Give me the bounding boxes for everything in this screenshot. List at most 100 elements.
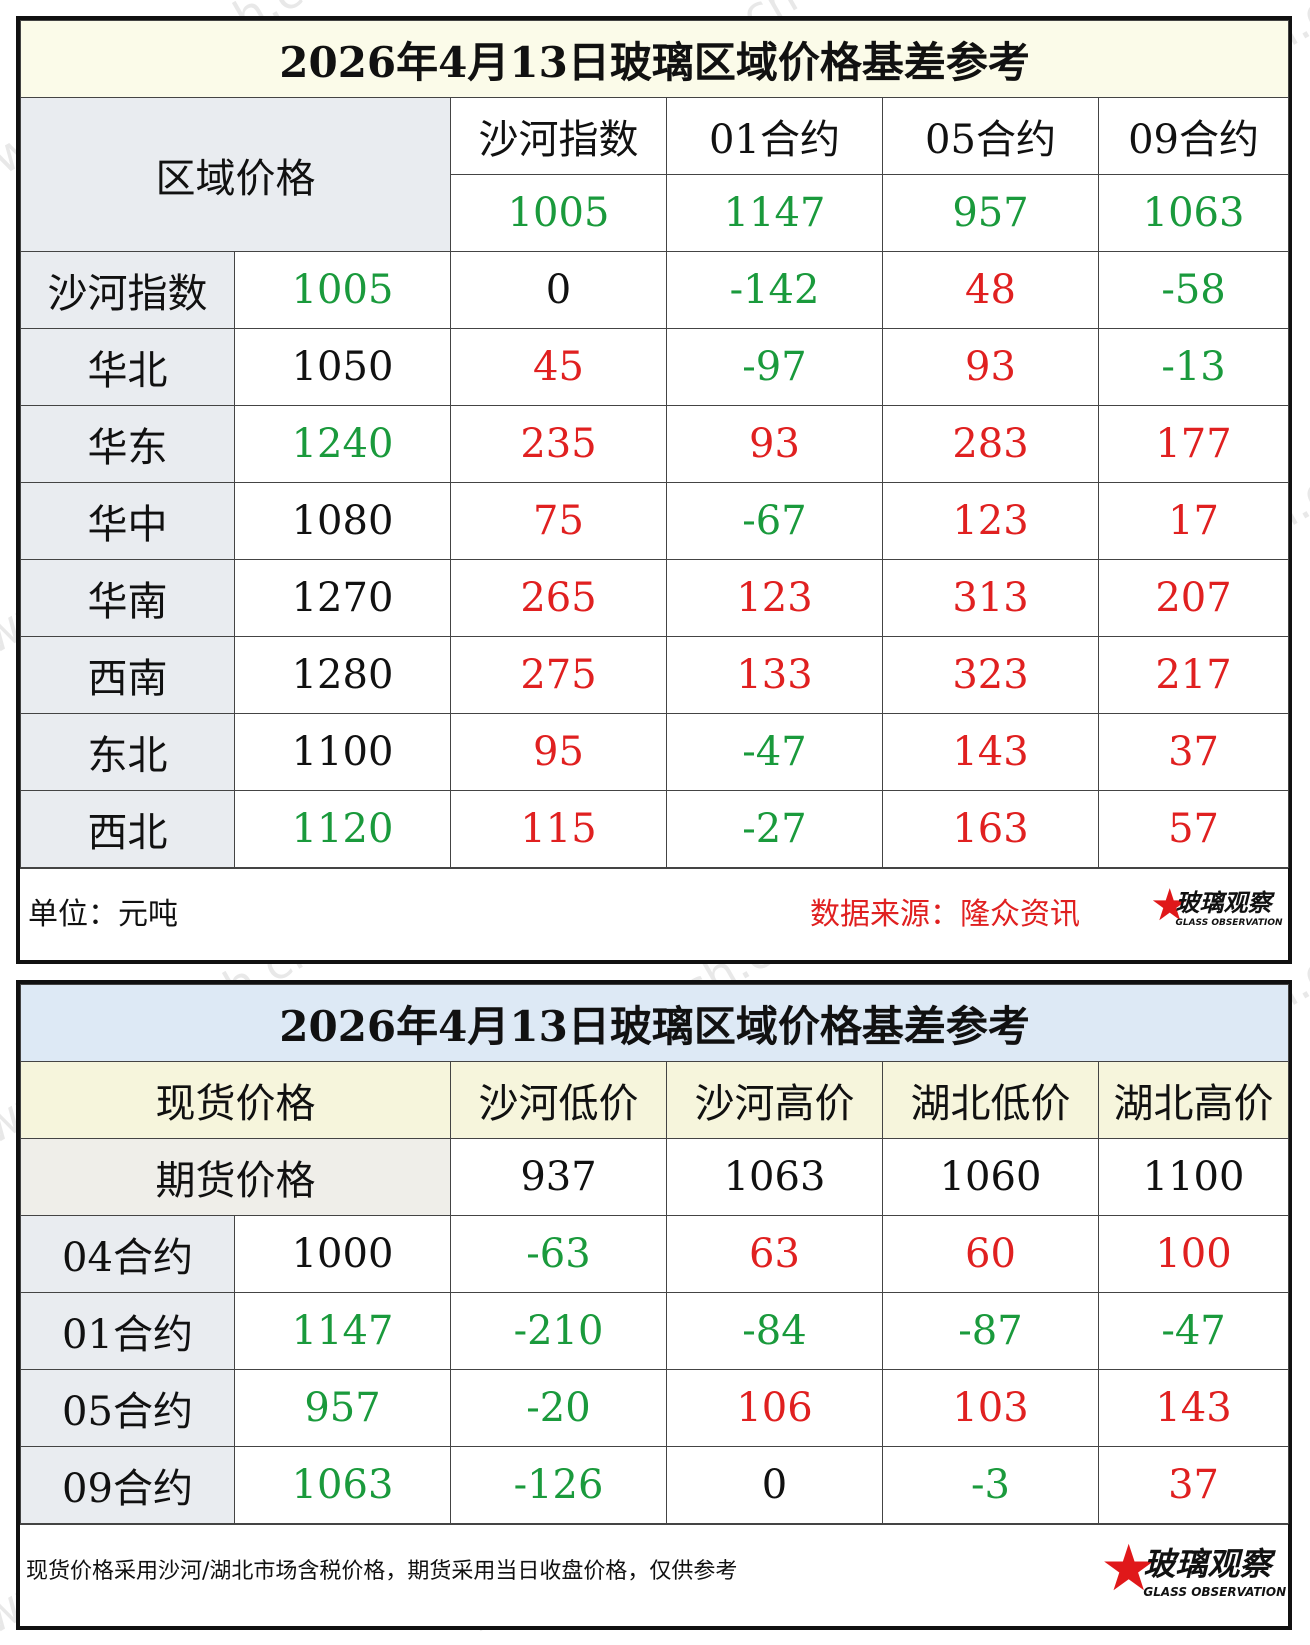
basis-cell: 163 bbox=[882, 790, 1099, 868]
basis-cell: -142 bbox=[666, 251, 883, 329]
basis-cell: 177 bbox=[1097, 405, 1290, 483]
table-row: 09合约 1063 -126 0 -3 37 bbox=[20, 1446, 1290, 1524]
table-row: 华东 1240 235 93 283 177 bbox=[20, 405, 1290, 483]
basis-cell: -13 bbox=[1097, 328, 1290, 406]
table-row: 沙河指数 1005 0 -142 48 -58 bbox=[20, 251, 1290, 329]
basis-cell: 143 bbox=[1097, 1369, 1290, 1447]
corner-header: 区域价格 bbox=[20, 97, 451, 252]
table-row: 西北 1120 115 -27 163 57 bbox=[20, 790, 1290, 868]
header-value: 1063 bbox=[1097, 174, 1290, 252]
glass-observation-logo: ★ 玻璃观察 GLASS OBSERVATION bbox=[1100, 1537, 1286, 1601]
header-value: 1063 bbox=[666, 1138, 883, 1216]
basis-cell: 48 bbox=[882, 251, 1099, 329]
unit-label: 单位：元吨 bbox=[28, 897, 178, 932]
table-row: 东北 1100 95 -47 143 37 bbox=[20, 713, 1290, 791]
basis-cell: 313 bbox=[882, 559, 1099, 637]
header-value: 1100 bbox=[1097, 1138, 1290, 1216]
basis-cell: 75 bbox=[450, 482, 667, 560]
basis-cell: 93 bbox=[882, 328, 1099, 406]
region-price: 1270 bbox=[234, 559, 451, 637]
header-value: 937 bbox=[450, 1138, 667, 1216]
table2-title: 2026年4月13日玻璃区域价格基差参考 bbox=[19, 984, 1290, 1062]
basis-cell: 57 bbox=[1097, 790, 1290, 868]
basis-cell: -27 bbox=[666, 790, 883, 868]
header-value: 1147 bbox=[666, 174, 883, 252]
source-label: 数据来源：隆众资讯 bbox=[810, 897, 1080, 932]
region-label: 东北 bbox=[20, 713, 235, 791]
table-row: 华中 1080 75 -67 123 17 bbox=[20, 482, 1290, 560]
col-header: 沙河指数 bbox=[450, 97, 667, 175]
table1-title: 2026年4月13日玻璃区域价格基差参考 bbox=[19, 20, 1290, 98]
basis-cell: -47 bbox=[1097, 1292, 1290, 1370]
header-value: 1060 bbox=[882, 1138, 1099, 1216]
region-price: 1100 bbox=[234, 713, 451, 791]
region-label: 华北 bbox=[20, 328, 235, 406]
futures-price-header: 期货价格 bbox=[20, 1138, 451, 1216]
table2-footer: 现货价格采用沙河/湖北市场含税价格，期货采用当日收盘价格，仅供参考 ★ 玻璃观察… bbox=[20, 1524, 1288, 1613]
region-label: 华中 bbox=[20, 482, 235, 560]
region-price: 1080 bbox=[234, 482, 451, 560]
col-header: 沙河低价 bbox=[450, 1061, 667, 1139]
region-label: 华南 bbox=[20, 559, 235, 637]
basis-cell: 115 bbox=[450, 790, 667, 868]
contract-label: 04合约 bbox=[20, 1215, 235, 1293]
region-label: 西南 bbox=[20, 636, 235, 714]
star-icon: ★ bbox=[1100, 1532, 1158, 1606]
note-text: 现货价格采用沙河/湖北市场含税价格，期货采用当日收盘价格，仅供参考 bbox=[26, 1559, 738, 1584]
region-price: 1240 bbox=[234, 405, 451, 483]
basis-cell: -20 bbox=[450, 1369, 667, 1447]
contract-label: 09合约 bbox=[20, 1446, 235, 1524]
regional-price-panel: 2026年4月13日玻璃区域价格基差参考 区域价格 沙河指数 01合约 05合约… bbox=[16, 16, 1292, 964]
region-price: 1280 bbox=[234, 636, 451, 714]
basis-cell: 37 bbox=[1097, 713, 1290, 791]
contract-price: 957 bbox=[234, 1369, 451, 1447]
header-value: 957 bbox=[882, 174, 1099, 252]
contract-label: 05合约 bbox=[20, 1369, 235, 1447]
basis-cell: 60 bbox=[882, 1215, 1099, 1293]
table-row: 04合约 1000 -63 63 60 100 bbox=[20, 1215, 1290, 1293]
basis-cell: 103 bbox=[882, 1369, 1099, 1447]
table1-footer: 单位：元吨 数据来源：隆众资讯 ★ 玻璃观察 GLASS OBSERVATION bbox=[20, 868, 1288, 945]
basis-cell: 0 bbox=[450, 251, 667, 329]
basis-cell: 63 bbox=[666, 1215, 883, 1293]
basis-cell: -210 bbox=[450, 1292, 667, 1370]
logo-text-en: GLASS OBSERVATION bbox=[1175, 918, 1283, 928]
basis-cell: -63 bbox=[450, 1215, 667, 1293]
basis-cell: 123 bbox=[666, 559, 883, 637]
logo-text-cn: 玻璃观察 bbox=[1175, 889, 1272, 917]
contract-label: 01合约 bbox=[20, 1292, 235, 1370]
region-price: 1120 bbox=[234, 790, 451, 868]
region-label: 沙河指数 bbox=[20, 251, 235, 329]
col-header: 沙河高价 bbox=[666, 1061, 883, 1139]
col-header: 湖北高价 bbox=[1097, 1061, 1290, 1139]
table-row: 01合约 1147 -210 -84 -87 -47 bbox=[20, 1292, 1290, 1370]
futures-basis-table: 2026年4月13日玻璃区域价格基差参考 现货价格 沙河低价 沙河高价 湖北低价… bbox=[19, 984, 1290, 1524]
basis-cell: 17 bbox=[1097, 482, 1290, 560]
basis-cell: -87 bbox=[882, 1292, 1099, 1370]
basis-cell: -47 bbox=[666, 713, 883, 791]
basis-cell: 207 bbox=[1097, 559, 1290, 637]
spot-price-header: 现货价格 bbox=[20, 1061, 451, 1139]
regional-basis-table: 2026年4月13日玻璃区域价格基差参考 区域价格 沙河指数 01合约 05合约… bbox=[19, 20, 1290, 868]
col-header: 湖北低价 bbox=[882, 1061, 1099, 1139]
basis-cell: 133 bbox=[666, 636, 883, 714]
region-price: 1050 bbox=[234, 328, 451, 406]
col-header: 01合约 bbox=[666, 97, 883, 175]
futures-basis-panel: 2026年4月13日玻璃区域价格基差参考 现货价格 沙河低价 沙河高价 湖北低价… bbox=[16, 980, 1292, 1630]
basis-cell: -97 bbox=[666, 328, 883, 406]
basis-cell: -58 bbox=[1097, 251, 1290, 329]
basis-cell: 143 bbox=[882, 713, 1099, 791]
logo-text-cn: 玻璃观察 bbox=[1143, 1545, 1272, 1583]
table-row: 西南 1280 275 133 323 217 bbox=[20, 636, 1290, 714]
glass-observation-logo: ★ 玻璃观察 GLASS OBSERVATION bbox=[1150, 883, 1283, 928]
table-row: 华北 1050 45 -97 93 -13 bbox=[20, 328, 1290, 406]
basis-cell: 45 bbox=[450, 328, 667, 406]
basis-cell: 0 bbox=[666, 1446, 883, 1524]
basis-cell: 323 bbox=[882, 636, 1099, 714]
header-value: 1005 bbox=[450, 174, 667, 252]
basis-cell: 37 bbox=[1097, 1446, 1290, 1524]
contract-price: 1000 bbox=[234, 1215, 451, 1293]
region-label: 华东 bbox=[20, 405, 235, 483]
table-row: 华南 1270 265 123 313 207 bbox=[20, 559, 1290, 637]
contract-price: 1147 bbox=[234, 1292, 451, 1370]
